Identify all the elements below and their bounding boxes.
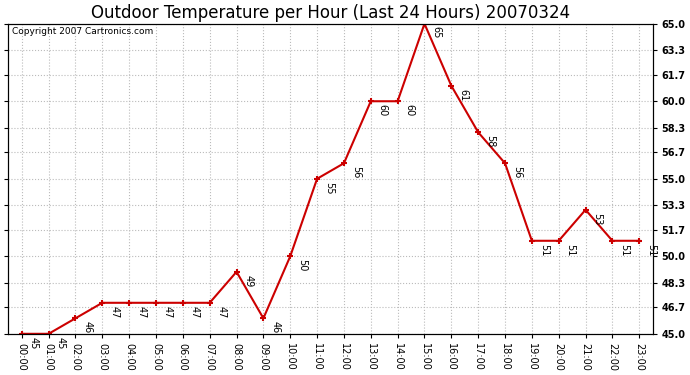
Text: 60: 60 [404,104,415,116]
Text: 47: 47 [190,306,200,318]
Text: 65: 65 [431,27,442,39]
Text: 47: 47 [109,306,119,318]
Text: Copyright 2007 Cartronics.com: Copyright 2007 Cartronics.com [12,27,152,36]
Text: 53: 53 [593,213,602,225]
Text: 51: 51 [620,243,629,256]
Text: 56: 56 [512,166,522,178]
Text: 55: 55 [324,182,334,194]
Text: 49: 49 [244,274,253,287]
Text: 46: 46 [270,321,280,333]
Text: 47: 47 [136,306,146,318]
Text: 45: 45 [29,337,39,349]
Text: 45: 45 [56,337,66,349]
Text: 61: 61 [458,88,469,101]
Text: 46: 46 [82,321,92,333]
Text: 58: 58 [485,135,495,147]
Title: Outdoor Temperature per Hour (Last 24 Hours) 20070324: Outdoor Temperature per Hour (Last 24 Ho… [91,4,570,22]
Text: 56: 56 [351,166,361,178]
Text: 51: 51 [566,243,575,256]
Text: 51: 51 [647,243,656,256]
Text: 50: 50 [297,259,307,272]
Text: 60: 60 [377,104,388,116]
Text: 47: 47 [163,306,173,318]
Text: 51: 51 [539,243,549,256]
Text: 47: 47 [217,306,226,318]
